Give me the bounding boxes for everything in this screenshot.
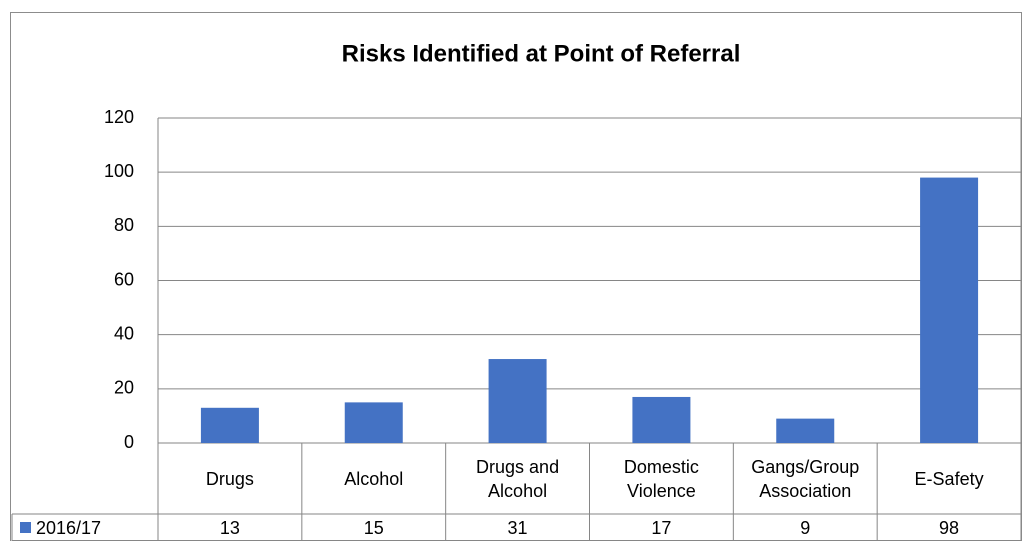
data-table-value: 15 <box>363 517 384 538</box>
x-tick-label: Domestic Violence <box>623 456 699 501</box>
bar <box>776 418 835 443</box>
x-tick-label: E-Safety <box>914 468 984 489</box>
y-tick-label: 100 <box>104 161 134 181</box>
y-tick-label: 120 <box>104 107 134 127</box>
y-tick-label: 80 <box>114 215 134 235</box>
data-table-value: 13 <box>219 517 240 538</box>
data-table-value: 31 <box>507 517 528 538</box>
legend-key <box>20 522 31 533</box>
x-tick-label: Drugs <box>205 468 254 489</box>
legend-label: 2016/17 <box>36 517 102 538</box>
y-tick-label: 60 <box>114 269 134 289</box>
x-tick-label: Gangs/Group Association <box>751 456 860 501</box>
bar <box>632 396 691 443</box>
data-table-value: 17 <box>651 517 672 538</box>
data-table-value: 9 <box>800 517 811 538</box>
y-tick-label: 40 <box>114 323 134 343</box>
x-tick-label: Alcohol <box>344 468 404 489</box>
bar <box>488 359 547 443</box>
data-table-value: 98 <box>939 517 960 538</box>
chart-title: Risks Identified at Point of Referral <box>342 40 741 67</box>
y-tick-label: 20 <box>114 378 134 398</box>
bar <box>344 402 403 443</box>
x-tick-label: Drugs and Alcohol <box>476 456 560 501</box>
bar <box>200 407 259 443</box>
y-tick-label: 0 <box>124 432 134 452</box>
bar <box>920 177 979 444</box>
